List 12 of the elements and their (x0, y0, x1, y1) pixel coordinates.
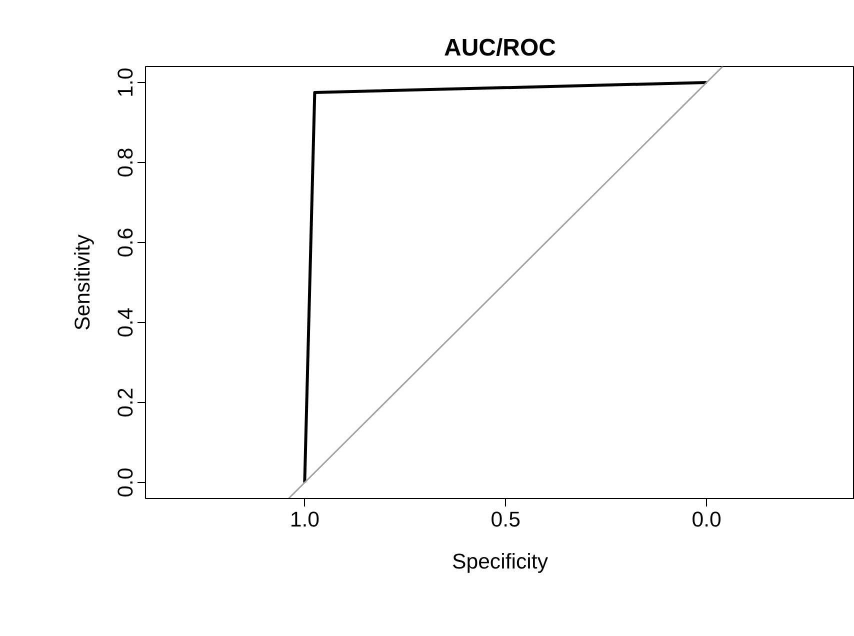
y-tick-label: 0.8 (114, 148, 138, 178)
y-tick-label: 0.4 (114, 308, 138, 338)
x-tick-label: 1.0 (290, 508, 320, 532)
y-tick-label: 0.2 (114, 388, 138, 418)
y-axis-title: Sensitivity (70, 234, 94, 331)
x-tick-label: 0.5 (490, 508, 520, 532)
x-tick-label: 0.0 (692, 508, 722, 532)
chart-title: AUC/ROC (444, 34, 556, 62)
y-tick-label: 0.0 (114, 468, 138, 498)
y-tick-label: 1.0 (114, 68, 138, 98)
x-axis-title: Specificity (452, 550, 548, 574)
y-tick-label: 0.6 (114, 228, 138, 258)
